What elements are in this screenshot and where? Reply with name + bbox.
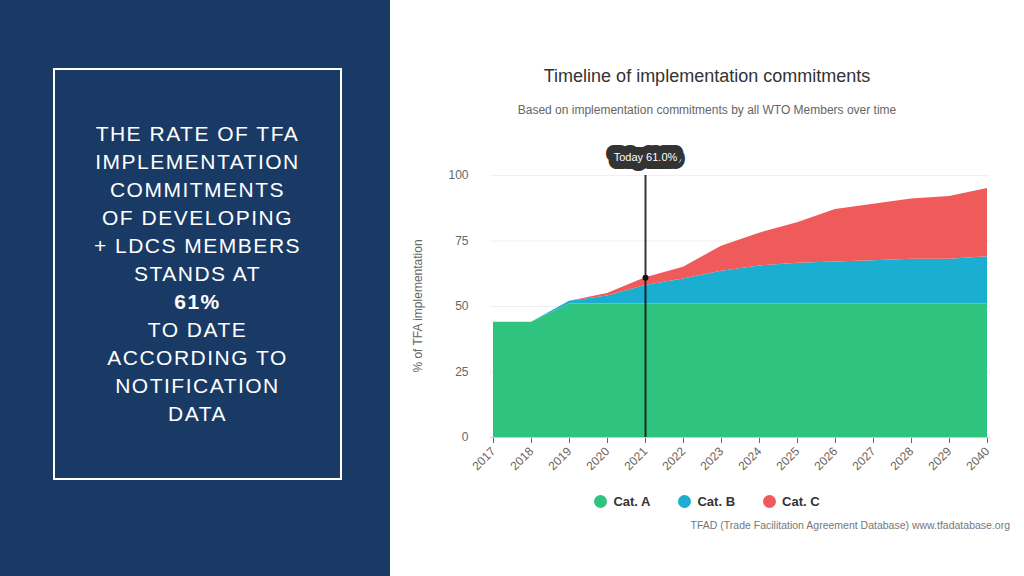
html-text:TFAD (Trade Facilitation Agree: TFAD (Trade Facilitation Agreement Datab… xyxy=(690,519,1010,531)
svg-text:2019: 2019 xyxy=(546,444,575,473)
html-text:+ LDCS MEMBERS: + LDCS MEMBERS xyxy=(93,234,302,257)
svg-text:2022: 2022 xyxy=(660,444,689,473)
svg-text:Today 61.0%: Today 61.0% xyxy=(614,151,678,163)
html-text:61%: 61% xyxy=(174,290,221,313)
svg-text:2024: 2024 xyxy=(736,444,765,473)
svg-text:2025: 2025 xyxy=(774,444,803,473)
svg-text:2018: 2018 xyxy=(508,444,537,473)
html-text:COMMITMENTS: COMMITMENTS xyxy=(109,178,286,201)
svg-text:75: 75 xyxy=(455,234,469,248)
html-text:THE RATE OF TFA: THE RATE OF TFA xyxy=(95,122,300,145)
svg-text:2027: 2027 xyxy=(850,444,879,473)
svg-text:2021: 2021 xyxy=(622,444,651,473)
html-text:IMPLEMENTATION: IMPLEMENTATION xyxy=(95,150,300,173)
html-text:TO DATE: TO DATE xyxy=(147,318,248,341)
html-text:Timeline of implementation com: Timeline of implementation commitments xyxy=(543,66,871,86)
html-text:DATA: DATA xyxy=(168,402,227,425)
svg-text:2028: 2028 xyxy=(888,444,917,473)
html-text:STANDS AT: STANDS AT xyxy=(134,262,261,285)
svg-text:2023: 2023 xyxy=(698,444,727,473)
html-text:ACCORDING TO: ACCORDING TO xyxy=(107,346,288,369)
html-text:OF DEVELOPING: OF DEVELOPING xyxy=(102,206,293,229)
svg-text:2017: 2017 xyxy=(470,444,499,473)
svg-text:2040: 2040 xyxy=(964,444,993,473)
html-text:Cat. B: Cat. B xyxy=(697,494,735,509)
svg-text:2029: 2029 xyxy=(926,444,955,473)
svg-text:2020: 2020 xyxy=(584,444,613,473)
html-text:Cat. A: Cat. A xyxy=(613,494,651,509)
svg-text:2026: 2026 xyxy=(812,444,841,473)
svg-text:25: 25 xyxy=(455,365,469,379)
svg-text:50: 50 xyxy=(455,299,469,313)
svg-text:100: 100 xyxy=(448,168,468,182)
html-text:Based on implementation commit: Based on implementation commitments by a… xyxy=(517,103,897,117)
html-text:% of TFA implementation: % of TFA implementation xyxy=(411,239,425,373)
html-text:NOTIFICATION: NOTIFICATION xyxy=(115,374,280,397)
svg-text:0: 0 xyxy=(462,430,469,444)
html-text:Cat. C: Cat. C xyxy=(782,494,820,509)
